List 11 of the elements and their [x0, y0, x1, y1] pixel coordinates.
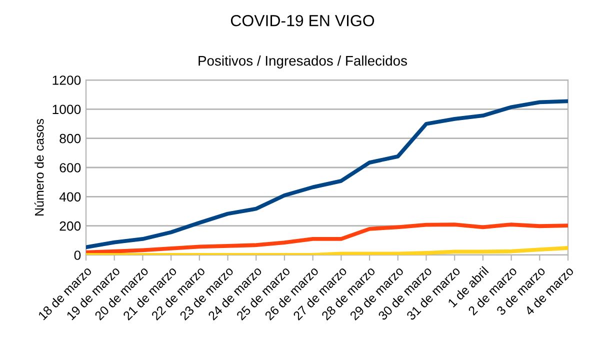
y-tick-label: 600 — [60, 163, 81, 172]
y-tick-label: 0 — [74, 250, 81, 260]
y-tick-label: 200 — [60, 221, 81, 231]
line-series — [86, 99, 568, 250]
y-axis-title: Número de casos — [34, 118, 44, 216]
chart-subtitle: Positivos / Ingresados / Fallecidos — [198, 56, 407, 68]
y-tick-label: 1000 — [52, 104, 81, 114]
y-tick-label: 800 — [60, 134, 81, 144]
y-tick-label: 1200 — [52, 76, 81, 85]
y-tick-label: 400 — [59, 192, 81, 202]
chart-title: COVID-19 EN VIGO — [230, 14, 374, 26]
